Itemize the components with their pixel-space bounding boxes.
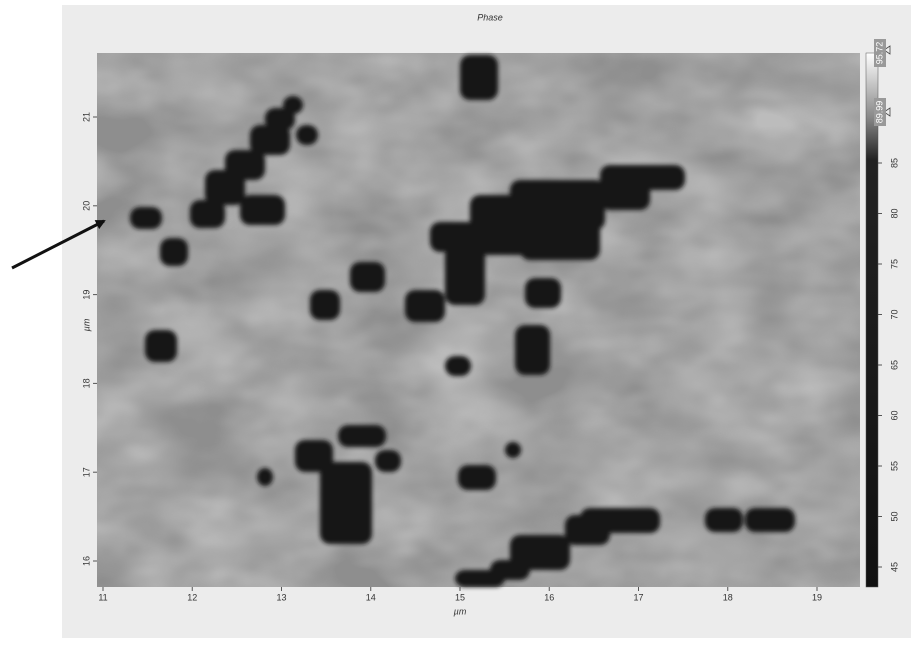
- dark-domain: [458, 465, 496, 490]
- figure: Phase 11 12 13 14 15 16 17 18 19 µm 16 17 18 19 20 21 µm…: [0, 0, 911, 642]
- x-tick-label: 14: [366, 592, 376, 602]
- dark-domain: [520, 185, 600, 260]
- dark-domain: [405, 290, 445, 322]
- y-axis-label: µm: [81, 318, 91, 331]
- dark-domain: [610, 508, 660, 530]
- colorbar-tick-label: 45: [889, 562, 899, 572]
- x-tick-label: 16: [544, 592, 554, 602]
- y-tick-label: 18: [81, 378, 91, 388]
- colorbar-tick-label: 50: [889, 511, 899, 521]
- marker-label: 89.99: [874, 101, 884, 124]
- title: Phase: [477, 12, 503, 22]
- dark-domain: [320, 462, 372, 544]
- dark-domain: [257, 468, 273, 486]
- dark-domain: [375, 450, 401, 472]
- dark-domain: [130, 207, 162, 229]
- colorbar-tick-label: 65: [889, 360, 899, 370]
- x-tick-label: 12: [187, 592, 197, 602]
- x-tick-label: 13: [276, 592, 286, 602]
- colorbar-tick-label: 85: [889, 158, 899, 168]
- dark-domain: [630, 165, 685, 190]
- colorbar-tick-label: 60: [889, 410, 899, 420]
- colorbar: [866, 53, 878, 587]
- y-tick-label: 20: [81, 201, 91, 211]
- y-tick-label: 19: [81, 290, 91, 300]
- dark-domain: [145, 330, 177, 362]
- x-tick-label: 18: [723, 592, 733, 602]
- colorbar-tick-label: 55: [889, 461, 899, 471]
- dark-domain: [705, 508, 743, 532]
- x-tick-label: 15: [455, 592, 465, 602]
- colorbar-tick-label: 80: [889, 208, 899, 218]
- dark-domain: [296, 125, 318, 145]
- x-axis-label: µm: [454, 606, 467, 616]
- dark-domain: [460, 55, 498, 100]
- dark-domain: [160, 238, 188, 266]
- dark-domain: [745, 508, 795, 532]
- y-tick-label: 16: [81, 556, 91, 566]
- dark-domain: [283, 96, 303, 114]
- dark-domain: [525, 278, 561, 308]
- dark-domain: [350, 262, 385, 292]
- phase-image: [97, 53, 860, 587]
- x-tick-label: 17: [633, 592, 643, 602]
- dark-domain: [338, 425, 386, 447]
- dark-domain: [310, 290, 340, 320]
- colorbar-tick-label: 70: [889, 309, 899, 319]
- marker-label: 95.72: [874, 42, 884, 65]
- dark-domain: [445, 356, 471, 376]
- dark-domain: [240, 195, 285, 225]
- y-tick-label: 21: [81, 112, 91, 122]
- colorbar-tick-label: 75: [889, 259, 899, 269]
- dark-domain: [510, 535, 570, 570]
- dark-domain: [515, 325, 550, 375]
- y-tick-label: 17: [81, 467, 91, 477]
- dark-domain: [505, 442, 521, 458]
- x-tick-label: 19: [812, 592, 822, 602]
- x-tick-label: 11: [98, 592, 107, 602]
